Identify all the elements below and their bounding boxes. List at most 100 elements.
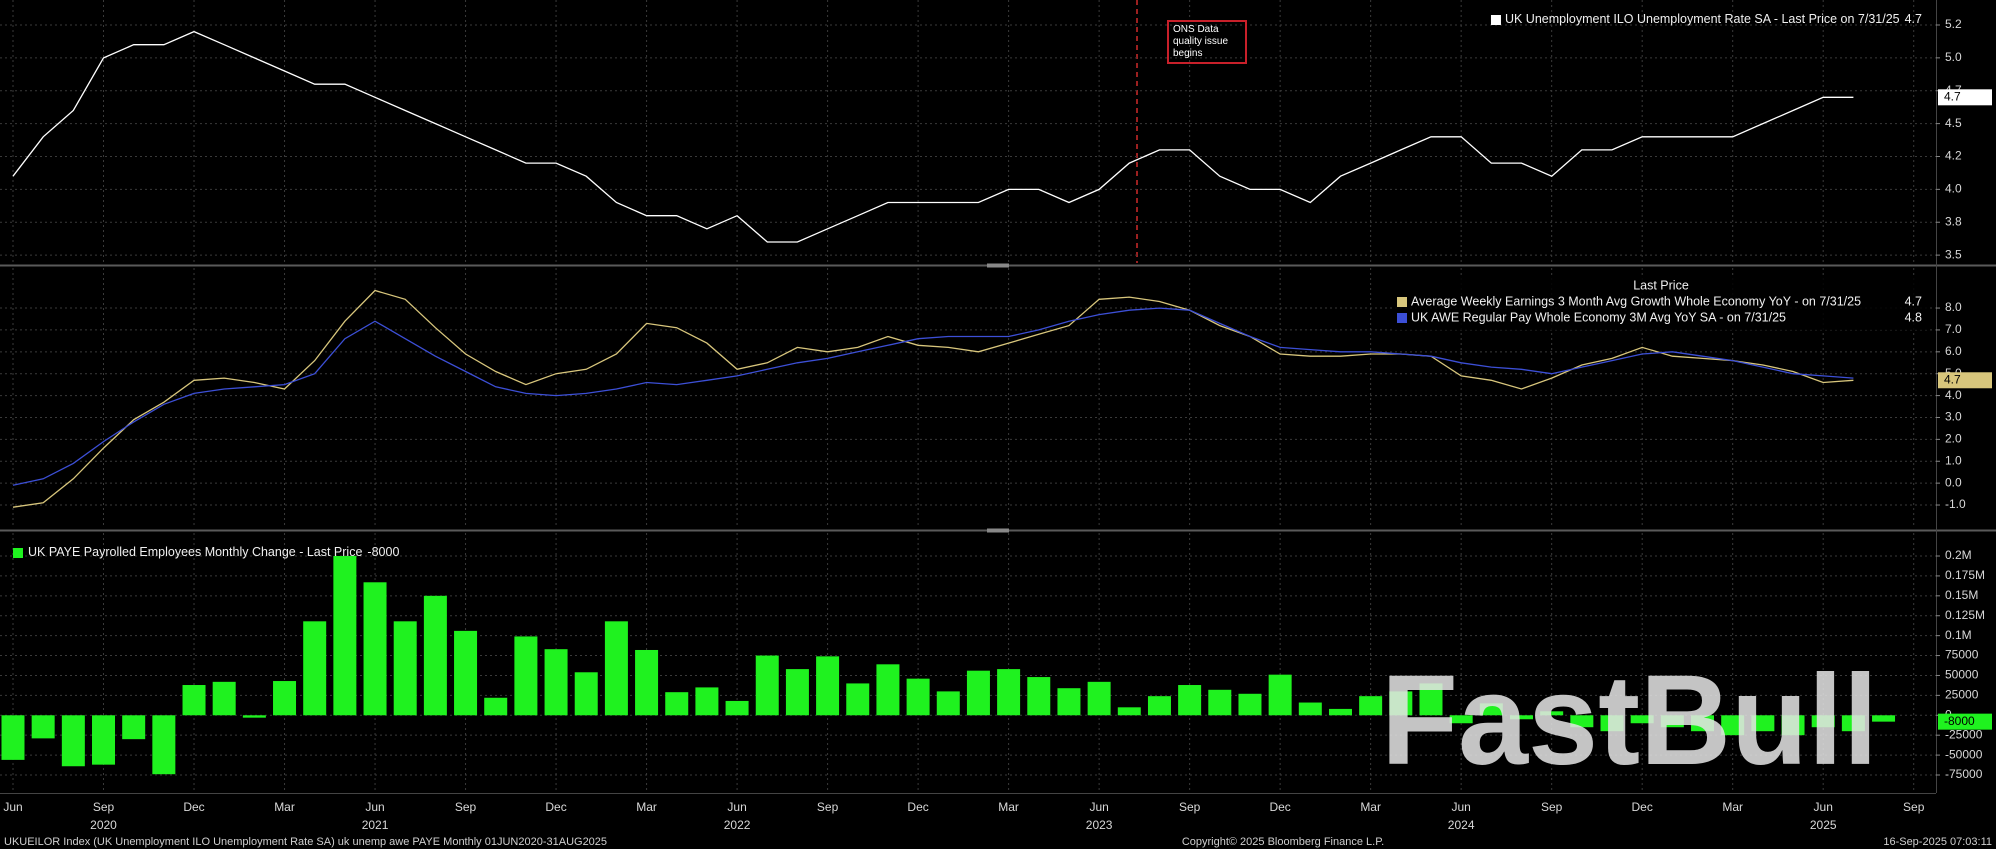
y-tick-label: 0.0 — [1945, 475, 1962, 489]
y-tick-label: 0.15M — [1945, 588, 1978, 602]
bar — [1057, 688, 1081, 716]
bar — [1751, 715, 1775, 732]
x-tick-label: Sep — [1179, 800, 1201, 814]
y-tick-label: 4.0 — [1945, 182, 1962, 196]
y-tick-label: 0.125M — [1945, 608, 1985, 622]
watermark: FastBull — [1381, 649, 1878, 792]
bar — [333, 556, 357, 716]
bar — [846, 683, 870, 716]
bar — [544, 649, 568, 716]
x-tick-label: Jun — [1814, 800, 1833, 814]
x-tick-label: Mar — [274, 800, 295, 814]
y-tick-label: 8.0 — [1945, 300, 1962, 314]
last-value-tag — [1938, 372, 1992, 389]
x-tick-label: Jun — [727, 800, 746, 814]
y-tick-label: -75000 — [1945, 767, 1983, 781]
bar — [574, 672, 598, 716]
x-tick-label: Sep — [817, 800, 839, 814]
bar — [423, 595, 447, 716]
bar — [1117, 707, 1141, 716]
y-tick-label: 2.0 — [1945, 432, 1962, 446]
bar — [61, 715, 85, 767]
y-tick-label: 0.2M — [1945, 548, 1972, 562]
x-tick-label: Dec — [907, 800, 928, 814]
footer-left: UKUEILOR Index (UK Unemployment ILO Unem… — [4, 836, 607, 848]
bar — [876, 664, 900, 716]
y-tick-label: 4.2 — [1945, 149, 1962, 163]
y-tick-label: -1.0 — [1945, 497, 1966, 511]
x-tick-label: Dec — [1269, 800, 1290, 814]
legend-label: UK PAYE Payrolled Employees Monthly Chan… — [28, 545, 362, 559]
line — [12, 307, 1854, 486]
y-tick-label: 4.0 — [1945, 388, 1962, 402]
legend-value: -8000 — [367, 545, 399, 559]
legend-entry: UK PAYE Payrolled Employees Monthly Chan… — [28, 545, 399, 559]
x-tick-label: Jun — [3, 800, 22, 814]
last-value-label: 4.7 — [1944, 89, 1961, 103]
last-value-tag — [1938, 89, 1992, 106]
separator-handle — [987, 263, 1009, 268]
y-tick-label: 0.175M — [1945, 568, 1985, 582]
footer-right: 16-Sep-2025 07:03:11 — [1883, 836, 1992, 848]
y-tick-label: 4.5 — [1945, 116, 1962, 130]
legend-value: 4.7 — [1905, 294, 1922, 308]
y-tick-label: 1.0 — [1945, 453, 1962, 467]
bar — [997, 669, 1021, 716]
bar — [1691, 715, 1715, 732]
bar — [1570, 715, 1594, 728]
bar — [604, 621, 628, 716]
x-tick-label: Mar — [636, 800, 657, 814]
bar — [303, 621, 327, 716]
y-tick-label: 25000 — [1945, 688, 1979, 702]
y-tick-label: 0.1M — [1945, 628, 1972, 642]
bar — [393, 621, 417, 716]
bar — [1147, 696, 1171, 716]
x-tick-label: Jun — [1089, 800, 1108, 814]
bar — [1449, 715, 1473, 724]
legend-swatch — [13, 548, 23, 558]
x-tick-label: Jun — [1451, 800, 1470, 814]
y-tick-label: 3.5 — [1945, 247, 1962, 261]
x-year-label: 2024 — [1448, 818, 1475, 832]
bar — [1841, 715, 1865, 732]
x-year-label: 2022 — [724, 818, 751, 832]
line — [12, 289, 1854, 508]
bar — [1328, 708, 1352, 716]
legend-swatch — [1490, 15, 1501, 25]
y-tick-label: 50000 — [1945, 668, 1979, 682]
bar — [454, 630, 478, 716]
x-tick-label: Mar — [1360, 800, 1381, 814]
bar — [92, 715, 116, 765]
bar — [785, 669, 809, 716]
x-tick-label: Mar — [1722, 800, 1743, 814]
footer-center: Copyright© 2025 Bloomberg Finance L.P. — [1182, 836, 1384, 848]
bar — [816, 656, 840, 716]
y-tick-label: 3.0 — [1945, 410, 1962, 424]
bar — [273, 681, 297, 716]
series-group — [12, 289, 1854, 508]
bar — [122, 715, 146, 740]
bar — [725, 700, 749, 716]
bar — [1027, 677, 1051, 716]
legend-box — [1392, 276, 1930, 330]
bar — [514, 636, 538, 716]
bar — [1811, 715, 1835, 728]
series-group — [12, 30, 1854, 243]
bar — [242, 715, 266, 718]
legend-label: UK Unemployment ILO Unemployment Rate SA… — [1505, 12, 1900, 26]
bar — [152, 715, 176, 775]
bar — [755, 655, 779, 716]
legend-value: 4.7 — [1905, 12, 1922, 26]
bar — [1298, 702, 1322, 716]
bar — [1, 715, 25, 760]
x-tick-label: Jun — [365, 800, 384, 814]
legend-value: 4.8 — [1905, 310, 1922, 324]
x-tick-label: Dec — [183, 800, 204, 814]
bar — [1238, 693, 1262, 716]
bar — [1721, 715, 1745, 736]
bar — [182, 685, 206, 716]
y-tick-label: -25000 — [1945, 727, 1983, 741]
legend-swatch — [1397, 297, 1407, 307]
